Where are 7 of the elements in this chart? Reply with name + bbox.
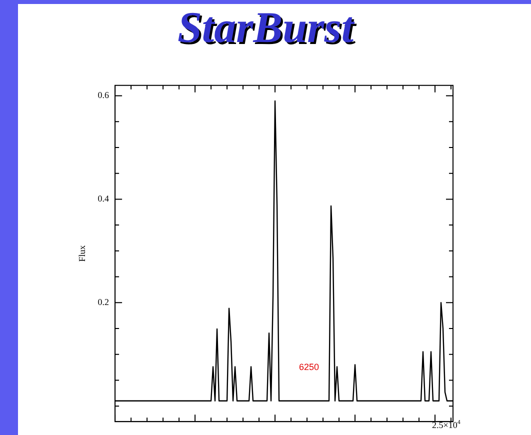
chart-title: StarBurst (176, 2, 356, 53)
y-tick-label: 0.4 (98, 194, 110, 204)
y-tick-label: 0.2 (98, 296, 110, 307)
y-tick-label: 0.6 (98, 90, 110, 100)
annotation: 2.5×10$^{4}$ (432, 420, 460, 430)
y-axis-title: Flux (76, 244, 87, 262)
annotation: 6250 (299, 362, 320, 372)
